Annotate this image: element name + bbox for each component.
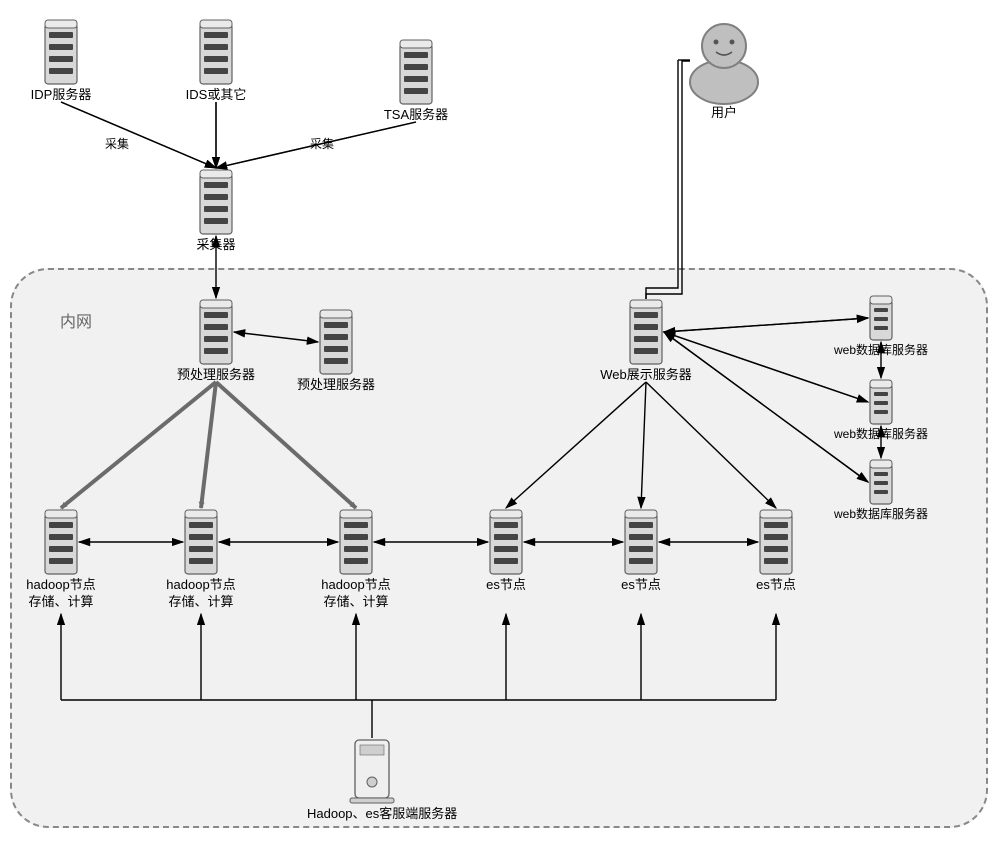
node-label: 预处理服务器 bbox=[151, 367, 281, 384]
node-label: 预处理服务器 bbox=[271, 377, 401, 394]
node-idp: IDP服务器 bbox=[0, 87, 126, 104]
node-user: 用户 bbox=[684, 105, 764, 122]
node-es2: es节点 bbox=[576, 577, 706, 594]
node-label: 采集器 bbox=[151, 237, 281, 254]
node-label: TSA服务器 bbox=[351, 107, 481, 124]
node-label: 用户 bbox=[684, 105, 764, 122]
node-label: IDS或其它 bbox=[151, 87, 281, 104]
server-icon bbox=[400, 40, 432, 104]
node-label-2: 存储、计算 bbox=[291, 594, 421, 611]
node-label: es节点 bbox=[711, 577, 841, 594]
server-icon bbox=[45, 20, 77, 84]
node-label: hadoop节点 bbox=[291, 577, 421, 594]
node-label: web数据库服务器 bbox=[816, 507, 946, 523]
node-pre1: 预处理服务器 bbox=[151, 367, 281, 384]
user-icon bbox=[690, 24, 758, 104]
node-tsa: TSA服务器 bbox=[351, 107, 481, 124]
intranet-label: 内网 bbox=[60, 308, 92, 332]
node-h2: hadoop节点存储、计算 bbox=[136, 577, 266, 611]
node-webdb2: web数据库服务器 bbox=[816, 427, 946, 443]
node-webdb1: web数据库服务器 bbox=[816, 343, 946, 359]
node-label: IDP服务器 bbox=[0, 87, 126, 104]
edge-label-collect-left: 采集 bbox=[105, 135, 129, 152]
node-webdb3: web数据库服务器 bbox=[816, 507, 946, 523]
node-ids: IDS或其它 bbox=[151, 87, 281, 104]
node-label-2: 存储、计算 bbox=[0, 594, 126, 611]
node-label: Hadoop、es客服端服务器 bbox=[307, 806, 437, 823]
node-label: Web展示服务器 bbox=[581, 367, 711, 384]
node-label-2: 存储、计算 bbox=[136, 594, 266, 611]
node-label: es节点 bbox=[576, 577, 706, 594]
node-collector: 采集器 bbox=[151, 237, 281, 254]
node-label: hadoop节点 bbox=[0, 577, 126, 594]
node-h1: hadoop节点存储、计算 bbox=[0, 577, 126, 611]
node-label: web数据库服务器 bbox=[816, 343, 946, 359]
node-h3: hadoop节点存储、计算 bbox=[291, 577, 421, 611]
node-label: es节点 bbox=[441, 577, 571, 594]
node-web: Web展示服务器 bbox=[581, 367, 711, 384]
node-es3: es节点 bbox=[711, 577, 841, 594]
node-label: web数据库服务器 bbox=[816, 427, 946, 443]
node-client: Hadoop、es客服端服务器 bbox=[307, 806, 437, 823]
node-es1: es节点 bbox=[441, 577, 571, 594]
node-pre2: 预处理服务器 bbox=[271, 377, 401, 394]
server-icon bbox=[200, 170, 232, 234]
node-label: hadoop节点 bbox=[136, 577, 266, 594]
edge-label-collect-right: 采集 bbox=[310, 135, 334, 152]
server-icon bbox=[200, 20, 232, 84]
